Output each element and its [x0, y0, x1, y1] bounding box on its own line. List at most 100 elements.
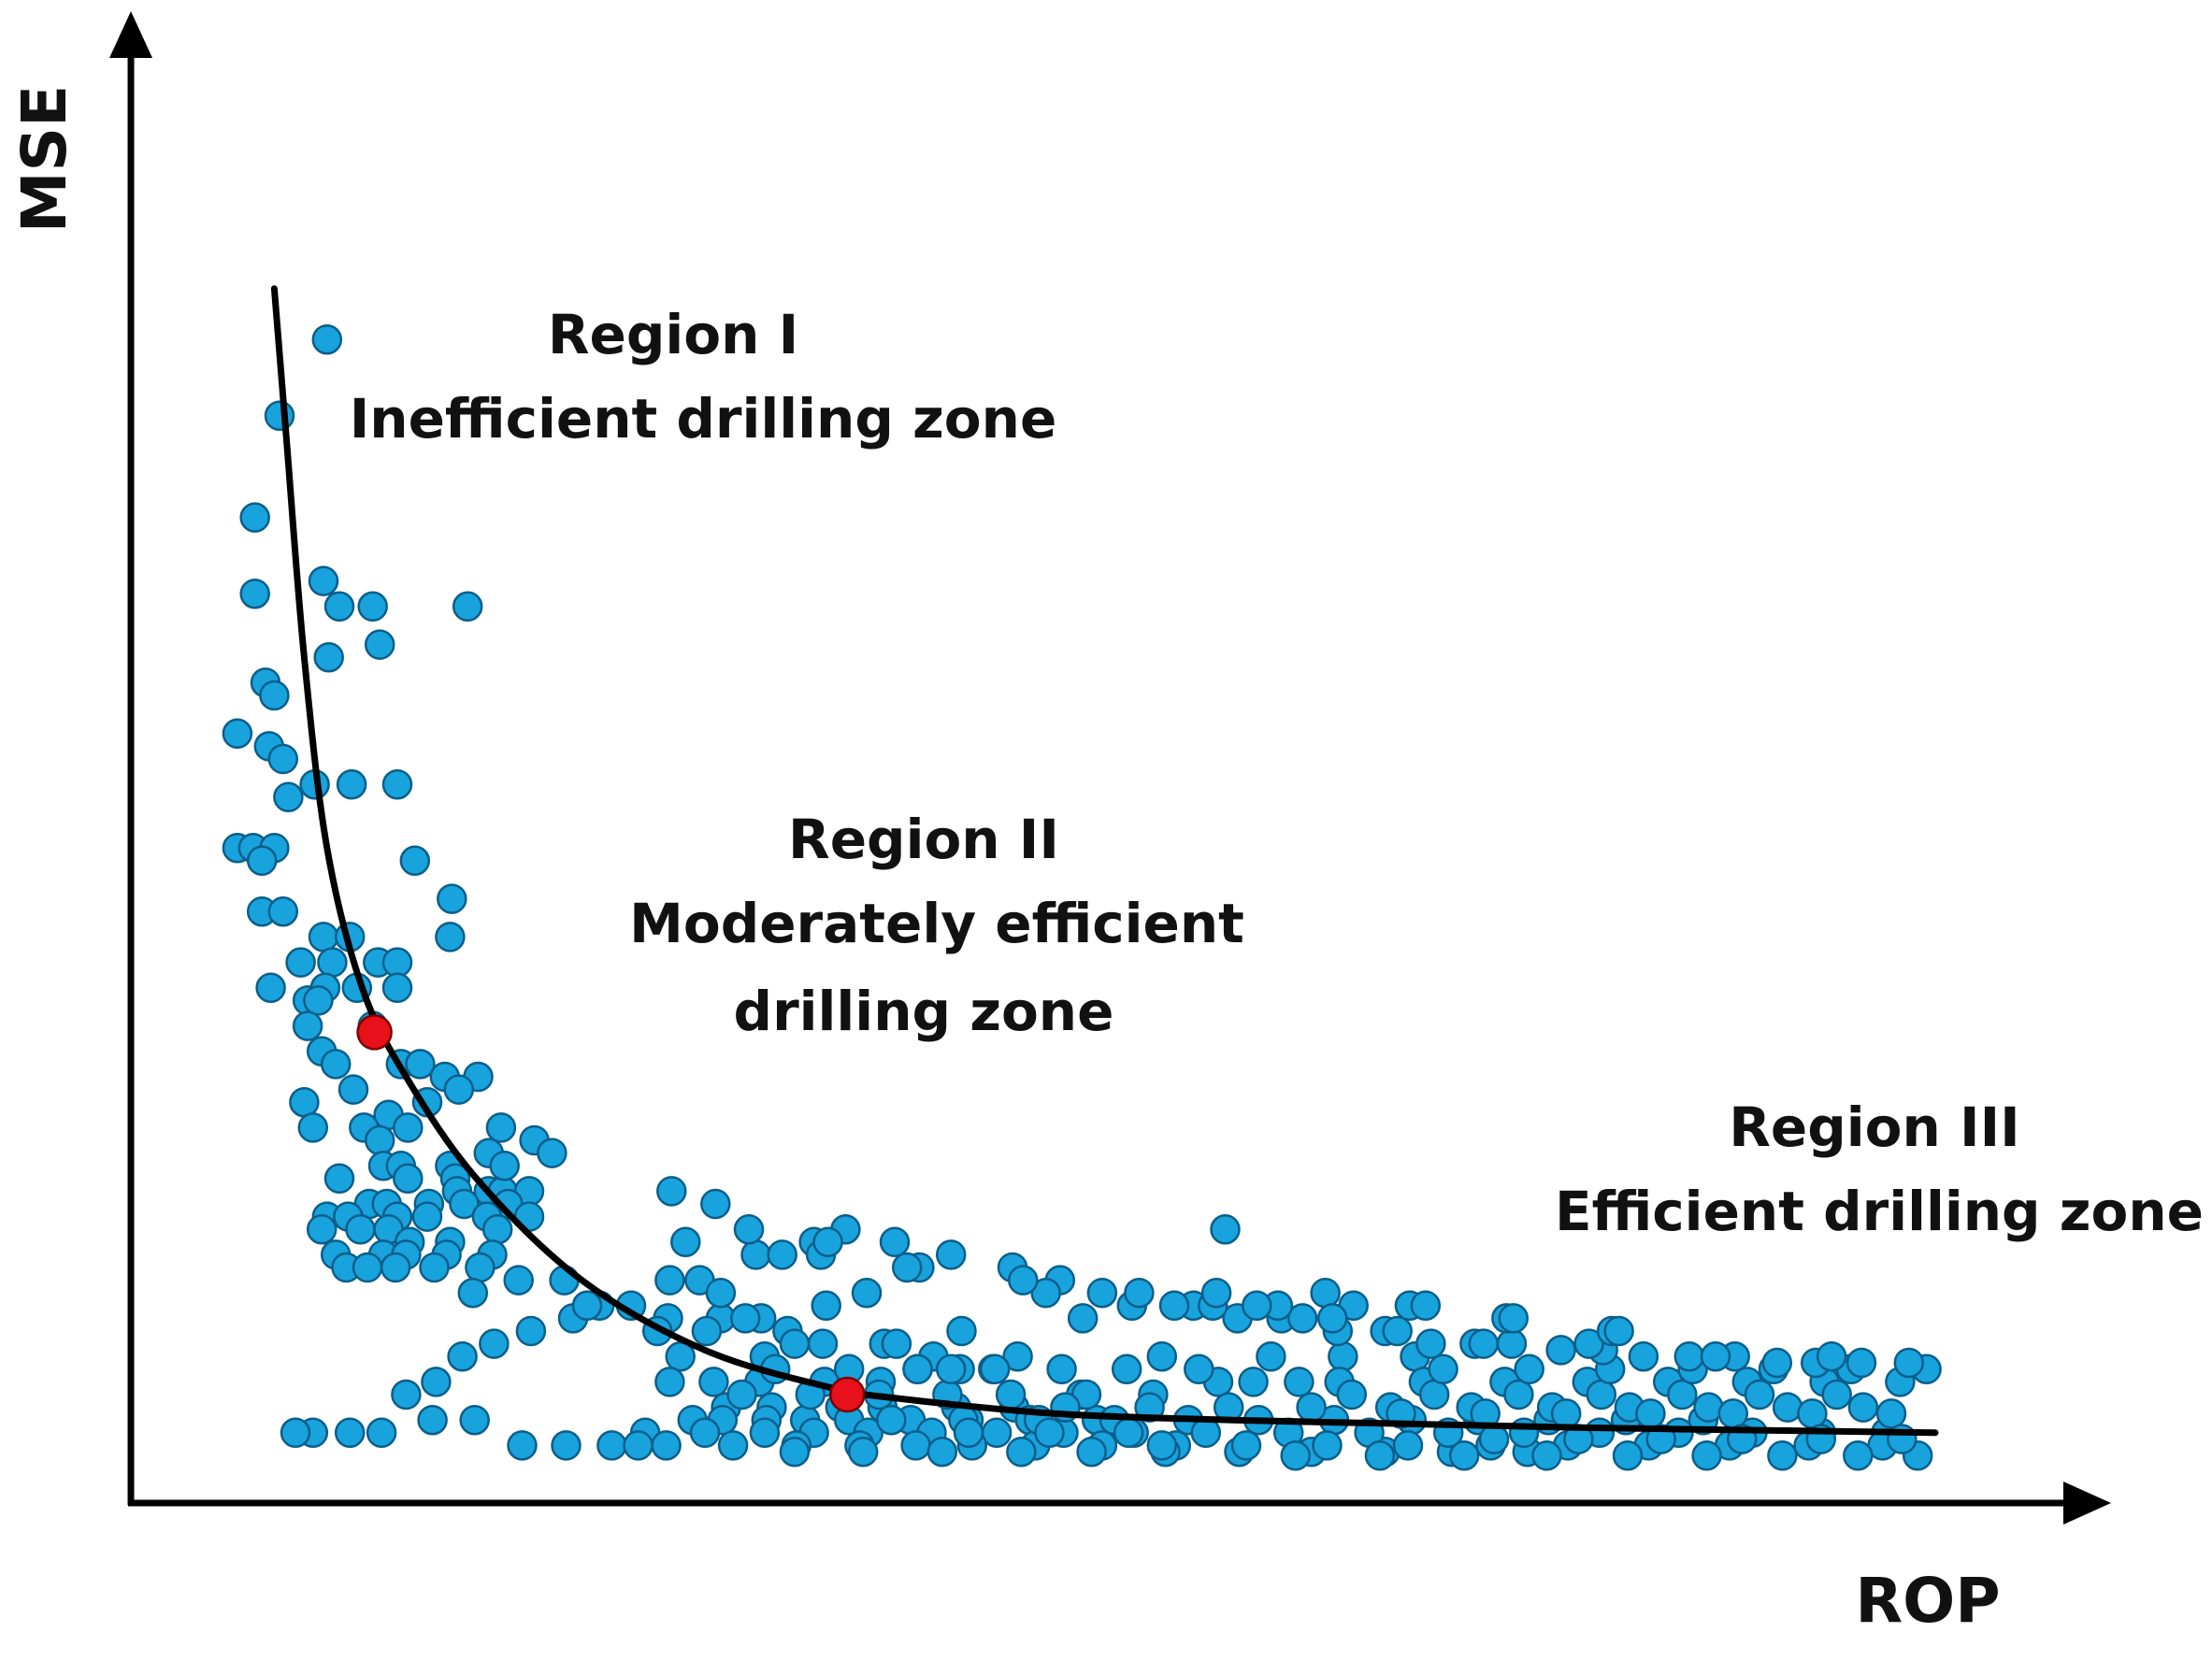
scatter-point: [303, 985, 334, 1016]
scatter-point: [357, 591, 388, 623]
y-axis-label: MSE: [8, 85, 80, 233]
scatter-point: [1410, 1290, 1442, 1322]
scatter-point: [1284, 1367, 1314, 1397]
scatter-point: [393, 1112, 424, 1143]
scatter-point: [1392, 1430, 1424, 1461]
scatter-point: [222, 718, 253, 750]
scatter-point: [1893, 1347, 1925, 1379]
scatter-point: [1821, 1379, 1852, 1410]
scatter-point: [1238, 1367, 1269, 1397]
scatter-point: [1717, 1398, 1749, 1429]
scatter-point: [507, 1430, 538, 1461]
region-boundary-point-1: [356, 1014, 393, 1051]
scatter-point: [366, 1417, 397, 1449]
scatter-point: [1067, 1303, 1099, 1334]
scatter-point: [1076, 1436, 1107, 1468]
scatter-point: [246, 845, 278, 877]
scatter-point: [267, 895, 299, 927]
scatter-point: [700, 1188, 731, 1220]
scatter-point: [1847, 1392, 1879, 1423]
scatter-point: [1744, 1379, 1775, 1410]
scatter-point: [1312, 1430, 1343, 1461]
region-1-annotation: Region I Inefficient drilling zone: [350, 303, 1057, 451]
scatter-point: [1002, 1340, 1033, 1372]
scatter-point: [1531, 1440, 1562, 1471]
scatter-point: [399, 845, 431, 877]
scatter-point: [935, 1239, 967, 1270]
scatter-point: [515, 1315, 547, 1347]
trend-curve: [270, 285, 1939, 1437]
scatter-point: [1415, 1328, 1446, 1359]
scatter-point: [705, 1277, 737, 1309]
scatter-point: [1280, 1440, 1311, 1471]
scatter-point: [1586, 1379, 1617, 1410]
region-2-annotation: Region II Moderately efficient drilling …: [629, 808, 1244, 1043]
scatter-point: [364, 629, 395, 660]
scatter-point: [323, 591, 355, 623]
scatter-point: [698, 1367, 729, 1397]
scatter-point: [551, 1430, 582, 1461]
scatter-point: [393, 1163, 424, 1195]
scatter-point: [807, 1328, 839, 1359]
scatter-point: [1700, 1340, 1731, 1372]
scatter-point: [1612, 1440, 1644, 1471]
scatter-point: [1184, 1353, 1214, 1385]
scatter-point: [1158, 1290, 1190, 1322]
scatter-point: [267, 743, 299, 775]
scatter-point: [726, 1379, 757, 1410]
scatter-point: [1310, 1277, 1341, 1309]
scatter-point: [654, 1265, 685, 1296]
scatter-point: [953, 1417, 984, 1449]
scatter-point: [297, 1112, 329, 1143]
region-2-title: Region II: [788, 808, 1059, 871]
scatter-point: [381, 972, 413, 1004]
region-1-description: Inefficient drilling zone: [350, 387, 1057, 451]
scatter-point: [449, 1188, 480, 1220]
scatter-point: [1418, 1379, 1450, 1410]
scatter-point: [437, 883, 467, 914]
scatter-point: [1797, 1398, 1828, 1429]
scatter-point: [767, 1239, 797, 1270]
scatter-point: [443, 1074, 475, 1105]
scatter-point: [1200, 1277, 1232, 1309]
scatter-point: [691, 1315, 723, 1347]
scatter-point: [1846, 1347, 1877, 1379]
scatter-point: [1573, 1328, 1604, 1359]
x-axis-arrowhead: [2063, 1482, 2111, 1525]
scatter-point: [729, 1303, 761, 1334]
region-2-description-line-1: Moderately efficient: [629, 892, 1244, 955]
scatter-point: [336, 768, 367, 800]
scatter-point: [1545, 1335, 1576, 1366]
scatter-point: [1336, 1379, 1368, 1410]
scatter-point: [656, 1176, 687, 1207]
scatter-point: [1113, 1417, 1144, 1449]
scatter-point: [255, 972, 286, 1004]
scatter-point: [306, 1213, 338, 1245]
scatter-point: [1190, 1417, 1222, 1449]
scatter-point: [447, 1340, 478, 1372]
scatter-point: [338, 1074, 369, 1105]
scatter-point: [926, 1436, 958, 1468]
scatter-point: [503, 1265, 534, 1296]
scatter-point: [1496, 1328, 1528, 1359]
scatter-point: [571, 1290, 603, 1322]
scatter-point: [1816, 1340, 1847, 1372]
scatter-point: [651, 1430, 682, 1461]
scatter-point: [264, 400, 295, 432]
region-boundary-point-2: [829, 1376, 866, 1413]
scatter-point: [1628, 1340, 1659, 1372]
scatter-point: [1316, 1303, 1348, 1334]
scatter-point: [289, 1086, 320, 1118]
scatter-point: [1691, 1440, 1722, 1471]
scatter-point: [779, 1328, 811, 1359]
scatter-point: [1428, 1353, 1458, 1385]
scatter-point: [308, 922, 339, 952]
scatter-point: [452, 591, 483, 623]
region-2-description-line-2: drilling zone: [734, 980, 1114, 1043]
scatter-point: [891, 1252, 923, 1283]
scatter-point: [623, 1430, 654, 1461]
scatter-point: [311, 323, 343, 355]
scatter-point: [405, 1049, 436, 1080]
